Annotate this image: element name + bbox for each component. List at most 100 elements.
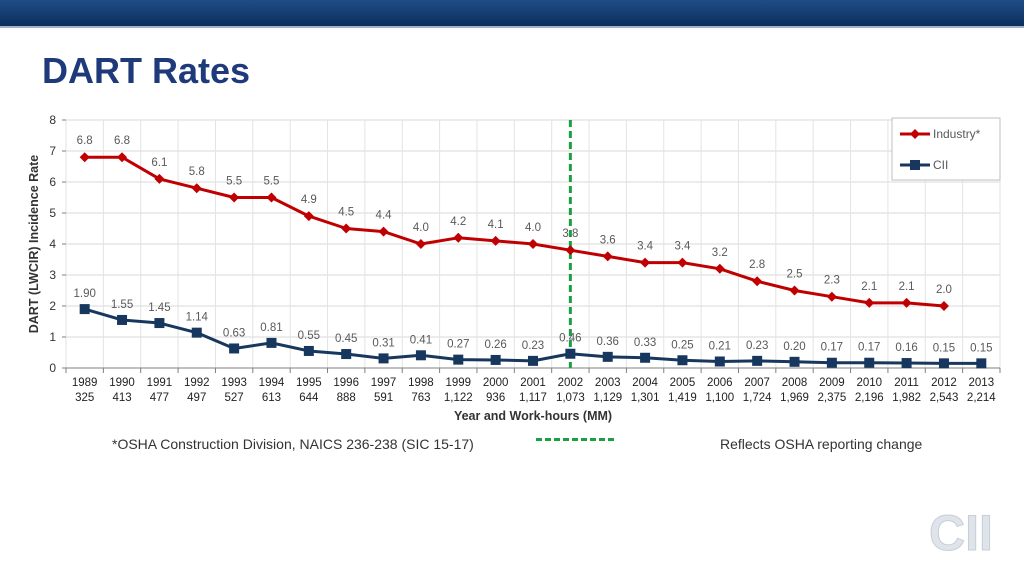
series-line-cii xyxy=(84,307,982,365)
cii-data-label: 0.27 xyxy=(447,339,469,351)
x-tick-label-workhours: 1,122 xyxy=(444,392,473,404)
cii-data-label: 0.16 xyxy=(895,342,917,354)
x-tick-label-workhours: 591 xyxy=(374,392,393,404)
industry-data-label: 2.0 xyxy=(936,284,952,296)
industry-point xyxy=(789,285,800,296)
cii-data-label: 0.23 xyxy=(522,340,544,352)
industry-data-label: 4.5 xyxy=(338,207,354,219)
x-tick-label-workhours: 497 xyxy=(187,392,206,404)
x-tick-label-year: 2000 xyxy=(483,377,509,389)
industry-point xyxy=(191,183,202,194)
industry-data-label: 6.8 xyxy=(77,135,93,147)
y-tick-label: 8 xyxy=(49,113,56,127)
x-tick-label-year: 1989 xyxy=(72,377,98,389)
cii-point xyxy=(826,357,837,368)
x-tick-label-year: 1995 xyxy=(296,377,322,389)
logo-text: CII xyxy=(929,506,993,556)
industry-data-label: 4.9 xyxy=(301,194,317,206)
industry-point xyxy=(602,251,613,262)
cii-data-label: 1.14 xyxy=(186,312,209,324)
legend-marker-industry xyxy=(910,129,920,139)
cii-point xyxy=(528,355,538,366)
industry-point xyxy=(677,257,688,268)
cii-data-label: 0.21 xyxy=(709,340,731,352)
industry-data-label: 2.8 xyxy=(749,259,765,271)
x-tick-label-workhours: 2,543 xyxy=(930,392,959,404)
industry-point xyxy=(901,297,912,308)
x-tick-label-workhours: 325 xyxy=(75,392,94,404)
y-tick-label: 6 xyxy=(49,175,56,189)
industry-data-label: 3.8 xyxy=(562,228,578,240)
x-tick-label-year: 2006 xyxy=(707,377,733,389)
x-tick-label-workhours: 2,214 xyxy=(967,392,996,404)
cii-data-label: 0.17 xyxy=(821,342,843,354)
y-tick-label: 4 xyxy=(49,237,56,251)
cii-point xyxy=(229,343,240,354)
industry-point xyxy=(341,223,352,234)
x-tick-label-year: 1999 xyxy=(445,377,471,389)
cii-data-label: 0.81 xyxy=(260,322,282,334)
cii-point xyxy=(864,357,875,368)
x-tick-label-workhours: 1,419 xyxy=(668,392,697,404)
industry-data-label: 3.4 xyxy=(674,241,691,253)
industry-point xyxy=(640,257,651,268)
industry-point xyxy=(303,211,314,222)
industry-point xyxy=(415,239,426,249)
cii-point xyxy=(79,304,90,315)
cii-point xyxy=(117,314,128,325)
industry-data-label: 6.8 xyxy=(114,135,130,147)
cii-data-label: 1.90 xyxy=(73,288,95,300)
x-tick-label-year: 2011 xyxy=(894,377,919,389)
x-tick-label-workhours: 763 xyxy=(411,392,430,404)
y-tick-label: 2 xyxy=(49,299,56,313)
cii-data-label: 0.55 xyxy=(298,330,320,342)
industry-point xyxy=(117,152,128,163)
industry-data-label: 5.5 xyxy=(226,176,242,188)
industry-data-label: 3.4 xyxy=(637,241,654,253)
industry-data-label: 4.0 xyxy=(525,222,541,234)
y-tick-label: 0 xyxy=(49,361,56,375)
series-line-industry xyxy=(84,155,945,308)
cii-point xyxy=(976,358,987,369)
x-tick-label-workhours: 1,129 xyxy=(593,392,622,404)
cii-point xyxy=(677,355,688,366)
cii-point xyxy=(378,353,389,364)
cii-data-label: 0.46 xyxy=(559,333,581,345)
cii-point xyxy=(266,337,277,348)
cii-point xyxy=(341,349,352,360)
cii-data-label: 0.25 xyxy=(671,339,693,351)
cii-data-label: 0.20 xyxy=(783,341,805,353)
industry-data-label: 3.6 xyxy=(600,234,616,246)
x-axis-title: Year and Work-hours (MM) xyxy=(454,409,612,423)
x-tick-label-year: 2007 xyxy=(744,377,770,389)
cii-data-label: 0.36 xyxy=(597,336,619,348)
industry-point xyxy=(826,291,837,302)
industry-data-label: 6.1 xyxy=(151,157,167,169)
slide-title: DART Rates xyxy=(42,50,251,91)
cii-data-label: 0.23 xyxy=(746,340,768,352)
cii-data-label: 0.41 xyxy=(410,334,432,346)
cii-data-label: 0.45 xyxy=(335,333,357,345)
top-banner xyxy=(0,0,1024,28)
industry-data-label: 3.2 xyxy=(712,247,728,259)
x-tick-label-workhours: 1,969 xyxy=(780,392,809,404)
cii-point xyxy=(938,358,949,369)
x-tick-label-year: 1993 xyxy=(221,377,247,389)
industry-data-label: 4.4 xyxy=(376,210,393,222)
cii-point xyxy=(714,356,725,367)
industry-point xyxy=(229,192,240,203)
industry-point xyxy=(378,226,389,237)
x-tick-label-year: 1996 xyxy=(333,377,359,389)
cii-data-label: 0.17 xyxy=(858,342,880,354)
x-tick-label-year: 2010 xyxy=(856,377,882,389)
industry-point xyxy=(453,232,464,243)
x-tick-label-workhours: 1,073 xyxy=(556,392,585,404)
x-tick-label-workhours: 477 xyxy=(150,392,169,404)
x-tick-label-year: 1997 xyxy=(371,377,397,389)
x-tick-label-workhours: 1,301 xyxy=(631,392,660,404)
cii-point xyxy=(490,354,501,365)
cii-point xyxy=(565,348,576,359)
industry-data-label: 2.1 xyxy=(861,281,877,293)
cii-point xyxy=(789,356,800,367)
